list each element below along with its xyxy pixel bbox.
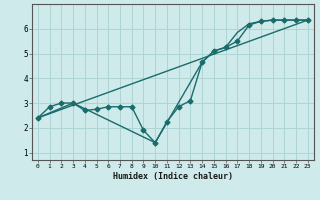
X-axis label: Humidex (Indice chaleur): Humidex (Indice chaleur) [113,172,233,181]
